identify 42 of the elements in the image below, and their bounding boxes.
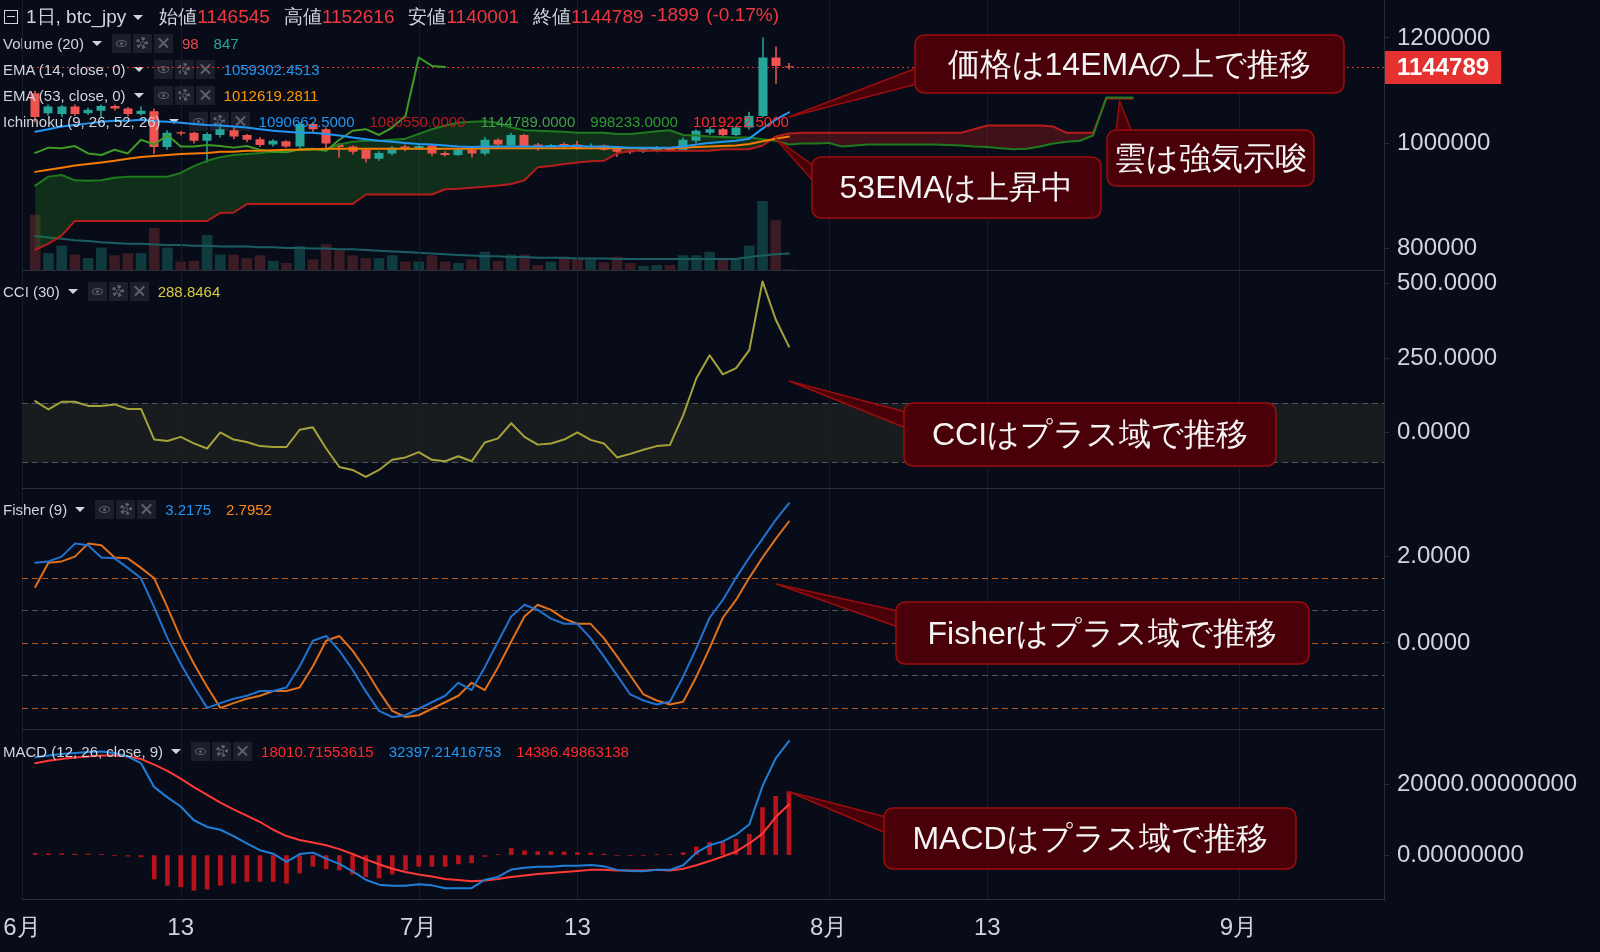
annotation: Fisherはプラス域で推移 <box>927 614 1278 652</box>
y-tick-label: 250.0000 <box>1397 342 1498 370</box>
annotation: MACDはプラス域で推移 <box>912 820 1268 857</box>
annotation: 847 <box>213 34 239 52</box>
annotation: 1144789.0000 <box>480 112 576 130</box>
text: 始値1146545 高値1152616 安値1140001 終値1144789 -1899 (-0.17%) <box>159 4 780 27</box>
y-tick-label: 800000 <box>1397 233 1478 261</box>
annotation: 288.8464 <box>157 282 221 300</box>
annotation: 53EMAは上昇中 <box>839 169 1074 206</box>
annotation: 3.2175 <box>165 500 212 518</box>
annotation: 1090662.5000 <box>258 112 355 130</box>
x-tick-label: 7月 <box>400 913 438 941</box>
annotation: 1012619.2811 <box>223 86 319 104</box>
y-tick-label: 2.0000 <box>1397 540 1471 568</box>
annotation: 雲は強気示唆 <box>1114 139 1307 177</box>
x-tick-label: 8月 <box>809 913 848 941</box>
annotation: 価格は14EMAの上で推移 <box>947 45 1312 83</box>
annotation: Fisher (9) <box>3 500 68 518</box>
y-tick-label: 0.00000000 <box>1397 839 1524 867</box>
x-tick-label: 6月 <box>3 913 41 941</box>
y-tick-label: 500.0000 <box>1397 268 1498 296</box>
annotation: CCI (30) <box>3 282 60 300</box>
annotation: 18010.71553615 <box>261 742 374 760</box>
ref-line-label: 1144789 <box>1397 52 1490 80</box>
y-tick-label: 20000.00000000 <box>1397 769 1578 797</box>
y-tick-label: 1000000 <box>1397 128 1491 156</box>
annotation: 998233.0000 <box>590 112 678 130</box>
annotation: EMA (14, close, 0) <box>3 60 126 78</box>
x-tick-label: 13 <box>167 913 195 941</box>
annotation: 1059302.4513 <box>223 60 320 78</box>
annotation: CCIはプラス域で推移 <box>931 416 1249 453</box>
annotation: 14386.49863138 <box>516 742 629 760</box>
y-tick-label: 0.0000 <box>1397 417 1471 445</box>
x-tick-label: 13 <box>973 913 1001 941</box>
chart-title: 1日, btc_jpy <box>26 5 127 30</box>
annotation: 98 <box>181 34 199 52</box>
x-tick-label: 13 <box>564 913 591 941</box>
x-tick-label: 9月 <box>1219 913 1258 941</box>
annotation: 32397.21416753 <box>388 742 502 760</box>
y-tick-label: 1200000 <box>1397 22 1491 50</box>
annotation: 2.7952 <box>226 500 272 518</box>
y-tick-label: 0.0000 <box>1397 627 1471 655</box>
